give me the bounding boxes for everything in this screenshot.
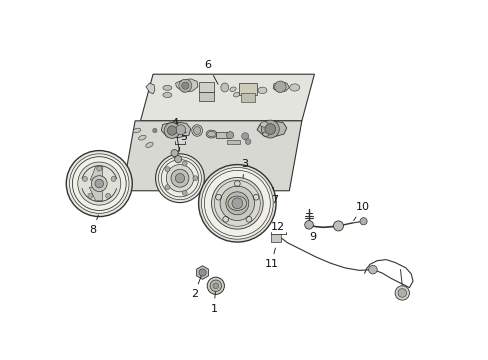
Polygon shape bbox=[89, 187, 102, 201]
Circle shape bbox=[175, 125, 185, 135]
Circle shape bbox=[199, 269, 206, 276]
Circle shape bbox=[158, 157, 201, 200]
Polygon shape bbox=[273, 81, 289, 92]
Circle shape bbox=[359, 218, 366, 225]
Bar bbox=[199, 82, 214, 93]
Ellipse shape bbox=[221, 83, 228, 92]
Circle shape bbox=[241, 133, 248, 140]
Ellipse shape bbox=[163, 93, 171, 98]
Polygon shape bbox=[140, 74, 314, 121]
Circle shape bbox=[231, 198, 242, 209]
Circle shape bbox=[91, 176, 107, 192]
Bar bbox=[199, 92, 214, 101]
Ellipse shape bbox=[233, 93, 239, 97]
Text: 2: 2 bbox=[190, 275, 201, 300]
Circle shape bbox=[69, 154, 129, 213]
Text: 4: 4 bbox=[171, 118, 179, 151]
Circle shape bbox=[66, 150, 132, 217]
Circle shape bbox=[201, 167, 273, 239]
Circle shape bbox=[111, 176, 116, 181]
Bar bbox=[94, 178, 104, 183]
Ellipse shape bbox=[262, 132, 269, 136]
Text: 1: 1 bbox=[210, 289, 217, 314]
Bar bbox=[270, 234, 281, 242]
Ellipse shape bbox=[289, 84, 299, 91]
Circle shape bbox=[175, 174, 184, 183]
Circle shape bbox=[261, 120, 279, 138]
Circle shape bbox=[274, 81, 285, 93]
Polygon shape bbox=[90, 166, 102, 180]
Text: 10: 10 bbox=[353, 202, 369, 221]
Circle shape bbox=[82, 176, 87, 181]
Circle shape bbox=[207, 277, 224, 294]
Circle shape bbox=[210, 280, 221, 292]
Ellipse shape bbox=[138, 135, 146, 140]
Bar bbox=[215, 132, 230, 138]
Ellipse shape bbox=[163, 85, 171, 90]
Circle shape bbox=[105, 193, 110, 198]
Bar bbox=[241, 93, 255, 102]
Circle shape bbox=[171, 149, 178, 157]
Ellipse shape bbox=[260, 122, 267, 127]
Circle shape bbox=[226, 132, 233, 139]
Circle shape bbox=[164, 167, 170, 172]
Circle shape bbox=[182, 190, 187, 195]
Ellipse shape bbox=[133, 128, 141, 133]
Polygon shape bbox=[122, 121, 301, 191]
Circle shape bbox=[211, 177, 263, 229]
Circle shape bbox=[179, 79, 191, 92]
Polygon shape bbox=[161, 122, 190, 138]
Circle shape bbox=[212, 283, 218, 289]
Ellipse shape bbox=[145, 142, 153, 148]
Circle shape bbox=[174, 156, 182, 163]
Circle shape bbox=[171, 169, 188, 187]
Circle shape bbox=[166, 165, 193, 192]
Circle shape bbox=[182, 161, 187, 166]
Circle shape bbox=[88, 193, 93, 198]
Circle shape bbox=[333, 221, 343, 231]
Circle shape bbox=[198, 165, 276, 242]
Ellipse shape bbox=[229, 87, 236, 91]
Bar bbox=[239, 83, 256, 95]
Ellipse shape bbox=[258, 87, 266, 94]
Text: 5: 5 bbox=[176, 132, 186, 157]
Bar bbox=[227, 140, 240, 144]
Circle shape bbox=[225, 192, 248, 215]
Circle shape bbox=[368, 265, 376, 274]
Ellipse shape bbox=[207, 131, 215, 137]
Circle shape bbox=[78, 162, 121, 205]
Circle shape bbox=[167, 126, 176, 135]
Text: 12: 12 bbox=[270, 222, 284, 232]
Text: 11: 11 bbox=[264, 248, 278, 269]
Circle shape bbox=[97, 166, 102, 171]
Circle shape bbox=[394, 286, 408, 300]
Circle shape bbox=[220, 186, 254, 221]
Polygon shape bbox=[196, 266, 208, 279]
Text: 8: 8 bbox=[89, 215, 98, 235]
Ellipse shape bbox=[191, 125, 202, 136]
Circle shape bbox=[164, 123, 180, 138]
Polygon shape bbox=[145, 83, 155, 94]
Circle shape bbox=[244, 139, 250, 144]
Circle shape bbox=[155, 154, 204, 203]
Text: 6: 6 bbox=[204, 60, 218, 84]
Circle shape bbox=[397, 289, 406, 297]
Circle shape bbox=[182, 82, 188, 89]
Circle shape bbox=[95, 179, 103, 188]
Polygon shape bbox=[175, 79, 198, 92]
Ellipse shape bbox=[227, 196, 246, 211]
Circle shape bbox=[192, 176, 198, 181]
Text: 9: 9 bbox=[308, 222, 316, 242]
Polygon shape bbox=[257, 121, 286, 137]
Text: 7: 7 bbox=[271, 187, 278, 205]
Ellipse shape bbox=[193, 127, 201, 134]
Circle shape bbox=[264, 124, 275, 134]
Circle shape bbox=[152, 129, 157, 133]
Ellipse shape bbox=[206, 130, 217, 138]
Circle shape bbox=[164, 185, 170, 190]
Circle shape bbox=[304, 221, 313, 229]
Text: 3: 3 bbox=[241, 159, 247, 195]
